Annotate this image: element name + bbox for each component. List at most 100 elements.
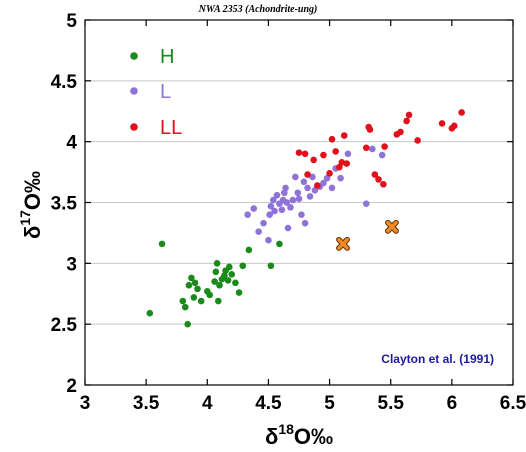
point-l xyxy=(278,206,286,214)
x-tick-label: 5 xyxy=(324,393,335,414)
point-ll xyxy=(295,149,303,156)
point-l xyxy=(244,211,251,218)
y-tick-label: 2.5 xyxy=(51,315,78,336)
point-l xyxy=(344,150,352,158)
legend-label-l: L xyxy=(160,81,171,103)
point-ll xyxy=(381,143,388,150)
point-h xyxy=(267,262,275,270)
point-ll xyxy=(340,132,348,139)
point-nwa-2353 xyxy=(336,236,351,251)
point-l xyxy=(270,196,277,204)
point-l xyxy=(378,151,386,159)
point-h xyxy=(224,277,232,284)
point-h xyxy=(184,320,192,328)
point-l xyxy=(309,173,316,181)
point-h xyxy=(216,281,223,289)
point-l xyxy=(323,174,331,182)
legend-marker-h xyxy=(130,52,138,60)
x-tick-label: 3.5 xyxy=(133,393,160,414)
point-h xyxy=(228,270,236,278)
point-ll xyxy=(328,135,336,143)
point-l xyxy=(255,228,262,235)
point-h xyxy=(158,240,166,248)
point-ll xyxy=(326,170,333,177)
x-tick-label: 5.5 xyxy=(378,393,405,414)
legend: H L LL xyxy=(130,46,182,139)
point-h xyxy=(191,279,199,287)
point-l xyxy=(300,178,308,186)
point-ll xyxy=(304,171,311,178)
legend-marker-l xyxy=(130,87,138,95)
chart-title: NWA 2353 (Achondrite-ung) xyxy=(198,4,318,15)
point-h xyxy=(185,281,193,289)
point-ll xyxy=(336,163,343,171)
grid-lines xyxy=(85,80,513,325)
y-axis-label: δ17O‰ xyxy=(17,171,45,239)
point-ll xyxy=(314,182,321,189)
axis-ticks xyxy=(84,19,514,386)
point-h xyxy=(225,263,233,271)
point-l xyxy=(282,184,289,192)
point-l xyxy=(337,174,344,182)
point-ll xyxy=(375,176,382,183)
point-l xyxy=(301,219,309,227)
x-tick-label: 6.5 xyxy=(500,393,526,414)
source-annotation: Clayton et al. (1991) xyxy=(381,352,494,366)
point-ll xyxy=(371,171,379,178)
point-h xyxy=(194,285,201,293)
point-l xyxy=(267,202,275,210)
point-l xyxy=(289,196,297,204)
point-l xyxy=(294,189,302,197)
point-l xyxy=(283,199,291,206)
point-h xyxy=(235,289,243,296)
point-ll xyxy=(366,126,374,133)
legend-label-h: H xyxy=(160,46,174,68)
legend-label-ll: LL xyxy=(160,117,182,139)
y-tick-label: 2 xyxy=(66,376,77,397)
point-ll xyxy=(438,120,446,127)
point-l xyxy=(369,145,376,153)
point-l xyxy=(320,179,327,187)
x-tick-label: 3 xyxy=(80,393,91,414)
point-ll xyxy=(362,144,370,152)
point-l xyxy=(271,207,278,215)
point-l xyxy=(266,211,273,218)
point-ll xyxy=(380,180,387,188)
x-tick-label: 6 xyxy=(447,393,458,414)
point-h xyxy=(214,297,222,305)
point-l xyxy=(295,195,303,203)
point-l xyxy=(260,219,267,227)
point-ll xyxy=(451,122,458,130)
point-l xyxy=(250,205,258,212)
y-tick-label: 3 xyxy=(66,254,77,275)
point-l xyxy=(311,187,319,194)
point-ll xyxy=(343,160,350,167)
point-ll xyxy=(403,117,410,125)
point-l xyxy=(362,200,370,208)
point-h xyxy=(276,240,283,248)
point-h xyxy=(190,294,198,301)
point-h xyxy=(197,297,205,305)
x-tick-label: 4.5 xyxy=(255,393,282,414)
point-l xyxy=(273,191,281,199)
point-ll xyxy=(310,156,317,164)
point-h xyxy=(179,297,187,305)
point-ll xyxy=(301,150,309,158)
point-l xyxy=(306,193,314,200)
point-ll xyxy=(397,128,404,136)
point-h xyxy=(239,262,247,270)
point-l xyxy=(298,211,305,218)
point-l xyxy=(304,184,311,192)
y-tick-label: 3.5 xyxy=(51,194,78,215)
point-h xyxy=(206,291,214,299)
point-h xyxy=(181,303,189,311)
point-ll xyxy=(458,109,465,116)
legend-marker-ll xyxy=(130,123,138,131)
point-ll xyxy=(405,111,413,119)
point-ll xyxy=(414,137,421,144)
point-h xyxy=(213,260,221,267)
point-l xyxy=(284,224,292,232)
point-nwa-2353 xyxy=(384,219,399,234)
point-ll xyxy=(320,151,327,159)
